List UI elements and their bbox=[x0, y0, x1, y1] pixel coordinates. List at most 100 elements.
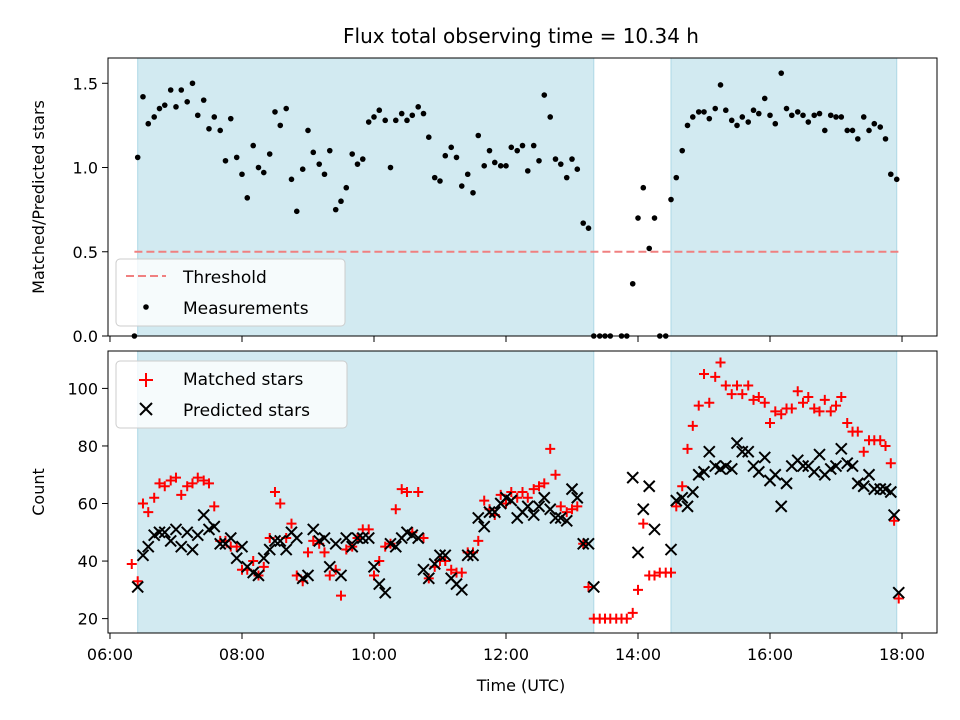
matched-star-point bbox=[192, 472, 203, 483]
measurement-point bbox=[635, 215, 641, 221]
measurement-point bbox=[272, 109, 278, 115]
measurement-point bbox=[860, 114, 867, 120]
matched-star-point bbox=[893, 593, 904, 604]
predicted-star-point bbox=[686, 485, 699, 499]
predicted-star-point bbox=[346, 540, 359, 553]
measurement-point bbox=[151, 114, 158, 120]
predicted-star-point bbox=[323, 560, 336, 574]
predicted-star-point bbox=[488, 505, 501, 519]
predicted-star-point bbox=[263, 543, 276, 556]
matched-legend-swatch bbox=[139, 373, 153, 387]
ratio-legend: Threshold Measurements bbox=[115, 258, 346, 327]
predicted-star-point bbox=[752, 465, 765, 479]
measurement-point bbox=[156, 105, 163, 112]
x-tick-label: 14:00 bbox=[615, 645, 661, 664]
measurement-point bbox=[458, 183, 465, 189]
measurement-point bbox=[167, 87, 174, 93]
measurement-point bbox=[233, 154, 240, 161]
measurement-point bbox=[745, 119, 752, 125]
predicted-star-point bbox=[274, 534, 287, 548]
measurement-point bbox=[189, 80, 196, 87]
measurement-point bbox=[200, 97, 207, 103]
count-legend: Matched stars Predicted stars bbox=[115, 360, 348, 429]
measurement-point bbox=[849, 127, 856, 134]
predicted-star-point bbox=[230, 551, 243, 565]
predicted-star-point bbox=[268, 534, 282, 548]
predicted-star-point bbox=[224, 531, 237, 545]
measurement-point bbox=[222, 157, 229, 164]
measurement-point bbox=[750, 107, 757, 114]
matched-star-point bbox=[479, 495, 490, 506]
measurement-point bbox=[415, 104, 422, 110]
measurement-point bbox=[491, 159, 498, 166]
matched-star-point bbox=[567, 504, 578, 515]
matched-star-point bbox=[308, 535, 319, 546]
matched-star-point bbox=[170, 472, 181, 483]
predicted-star-point bbox=[412, 531, 425, 545]
predicted-star-point bbox=[478, 520, 491, 533]
matched-star-point bbox=[182, 481, 193, 492]
measurement-point bbox=[854, 136, 861, 142]
predicted-star-point bbox=[544, 503, 557, 516]
predicted-star-point bbox=[637, 503, 650, 516]
matched-star-point bbox=[248, 556, 259, 567]
predicted-star-point bbox=[483, 505, 496, 519]
measurement-point bbox=[503, 163, 509, 169]
measurement-point bbox=[145, 120, 152, 127]
matched-star-point bbox=[699, 369, 710, 380]
matched-star-point bbox=[198, 475, 209, 486]
measurement-point bbox=[338, 198, 344, 205]
predicted-star-point bbox=[472, 511, 485, 525]
matched-star-point bbox=[319, 547, 330, 558]
measurement-point bbox=[778, 70, 785, 76]
predicted-star-point bbox=[158, 526, 171, 539]
matched-star-point bbox=[792, 386, 803, 397]
predicted-star-point bbox=[742, 445, 755, 458]
measurement-point bbox=[547, 114, 554, 120]
matched-star-point bbox=[633, 584, 644, 595]
predicted-star-point bbox=[527, 508, 540, 522]
predicted-star-point bbox=[549, 511, 562, 525]
matched-star-point bbox=[770, 406, 781, 417]
predicted-star-point bbox=[532, 500, 546, 513]
predicted-star-point bbox=[142, 540, 155, 553]
measurement-point bbox=[365, 119, 372, 125]
measurement-point bbox=[844, 127, 851, 134]
matched-star-point bbox=[187, 478, 198, 489]
measurement-point bbox=[574, 166, 581, 172]
measurement-point bbox=[783, 105, 790, 112]
measurement-point bbox=[772, 120, 779, 127]
matched-star-point bbox=[759, 397, 770, 408]
measurement-point bbox=[134, 154, 141, 161]
matched-star-point bbox=[710, 371, 721, 382]
predicted-star-point bbox=[631, 546, 645, 559]
matched-star-point bbox=[638, 518, 649, 529]
predicted-star-point bbox=[664, 543, 678, 556]
predicted-star-point bbox=[554, 511, 567, 525]
chart-title: Flux total observing time = 10.34 h bbox=[343, 24, 699, 48]
predicted-star-point bbox=[197, 508, 210, 522]
predicted-star-point bbox=[676, 491, 689, 504]
measurement-point bbox=[761, 95, 768, 102]
matched-star-point bbox=[889, 515, 900, 526]
matched-star-point bbox=[286, 518, 297, 529]
matched-star-point bbox=[682, 443, 693, 454]
matched-star-point bbox=[550, 469, 561, 480]
predicted-star-point bbox=[329, 537, 342, 551]
predicted-star-point bbox=[280, 543, 293, 556]
count-y-axis-label: Count bbox=[29, 468, 48, 516]
predicted-star-point bbox=[422, 572, 435, 585]
predicted-star-point bbox=[780, 477, 793, 490]
matched-star-point bbox=[627, 607, 638, 618]
measurement-point bbox=[288, 176, 295, 183]
predicted-star-point bbox=[851, 477, 865, 490]
measurement-point bbox=[717, 82, 724, 88]
measurement-point bbox=[266, 151, 273, 157]
measurement-point bbox=[871, 120, 878, 127]
count-shaded-interval bbox=[670, 350, 898, 634]
predicted-star-point bbox=[433, 549, 447, 562]
x-tick-label: 16:00 bbox=[747, 645, 793, 664]
measurements-legend-label: Measurements bbox=[183, 299, 309, 319]
measurement-point bbox=[206, 125, 212, 132]
measurement-point bbox=[816, 110, 823, 117]
